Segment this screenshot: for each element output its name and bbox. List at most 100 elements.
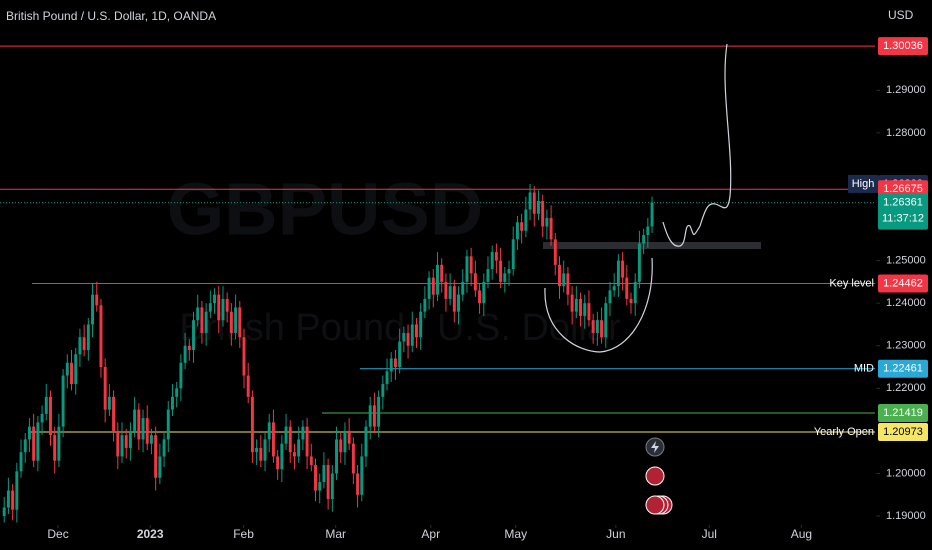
candle-body (595, 320, 599, 333)
candle-body (461, 281, 465, 295)
candle-body (116, 430, 120, 457)
candle-body (326, 464, 330, 500)
candle-body (225, 298, 229, 312)
level-label: 1.30036 (883, 40, 923, 52)
candle-body (65, 362, 69, 376)
level-label: 1.21419 (883, 407, 923, 419)
candle-body (137, 409, 141, 440)
candle-body (301, 426, 305, 440)
candle-body (511, 239, 515, 270)
candle-body (297, 439, 301, 457)
level-name: MID (854, 363, 874, 375)
candle-body (330, 473, 334, 500)
candle-body (179, 362, 183, 389)
chart-title: British Pound / U.S. Dollar, 1D, OANDA (6, 9, 216, 23)
y-tick-label: 1.25000 (886, 254, 926, 266)
candle-body (74, 354, 78, 385)
candle-body (2, 507, 6, 517)
candle-body (78, 337, 82, 355)
candle-body (465, 256, 469, 282)
countdown: 11:37:12 (882, 213, 924, 225)
candle-body (158, 456, 162, 478)
candle-body (15, 471, 19, 510)
x-tick-label: May (504, 527, 527, 541)
event-icon-glyph (651, 441, 659, 453)
candle-body (61, 375, 65, 427)
level-label-box (878, 423, 928, 442)
level-label-box (878, 193, 928, 230)
event-icons (645, 437, 673, 515)
candle-body (566, 273, 570, 295)
candle-body (166, 409, 170, 440)
drawn-arc (544, 257, 653, 353)
event-icon[interactable] (645, 466, 665, 486)
candle-body (112, 396, 116, 431)
candle-body (587, 303, 591, 321)
candle-body (196, 307, 200, 321)
event-icon[interactable] (645, 495, 665, 515)
y-tick-label: 1.23000 (886, 340, 926, 352)
watermark: GBPUSD (167, 168, 484, 251)
candle-body (360, 456, 364, 495)
candle-body (187, 345, 191, 350)
candle-body (255, 447, 259, 453)
candle-body (389, 358, 393, 372)
candle-body (36, 422, 40, 461)
candle-body (23, 439, 27, 453)
candle-body (591, 320, 595, 333)
candle-body (431, 277, 435, 295)
candle-body (234, 307, 238, 333)
candle-body (27, 426, 31, 440)
candles (2, 183, 654, 523)
x-tick-label: Dec (47, 527, 68, 541)
level-label: 1.20973 (883, 426, 923, 438)
candle-body (128, 430, 132, 448)
candle-body (393, 358, 397, 368)
candle-body (503, 273, 507, 282)
candle-body (419, 311, 423, 338)
candle-body (309, 456, 313, 465)
candle-body (103, 367, 107, 410)
candle-body (398, 341, 402, 368)
candle-body (70, 362, 73, 385)
level-label: 1.22461 (883, 363, 923, 375)
level-label: 1.24462 (883, 277, 923, 289)
candle-body (246, 375, 250, 397)
candle-body (377, 396, 381, 427)
candle-body (423, 298, 427, 312)
candle-body (600, 320, 604, 338)
currency: USD (888, 8, 914, 22)
candle-body (335, 439, 339, 474)
candle-body (515, 222, 519, 240)
candle-body (402, 332, 406, 342)
candle-body (368, 405, 372, 427)
candle-body (44, 396, 48, 414)
candle-body (82, 337, 86, 350)
candle-body (259, 447, 263, 461)
candle-body (549, 218, 553, 240)
y-tick-label: 1.28000 (886, 127, 926, 139)
candle-body (107, 396, 111, 410)
candle-body (486, 269, 490, 282)
candle-body (524, 209, 528, 231)
level-label-box (878, 404, 928, 423)
candle-body (175, 388, 179, 397)
zone (543, 242, 761, 249)
grid (57, 89, 880, 528)
x-tick-label: Jun (606, 527, 625, 541)
candle-body (364, 426, 368, 457)
candle-body (583, 303, 587, 316)
candle-body (553, 239, 557, 265)
candle-body (356, 473, 360, 495)
candle-body (427, 277, 431, 299)
axes: 1.19000 1.20000 1.22000 1.23000 1.24000 1.250… (47, 0, 928, 550)
candle-body (558, 264, 561, 287)
level-name: Key level (829, 277, 874, 289)
candle-body (621, 260, 625, 278)
y-tick-label: 1.24000 (886, 297, 926, 309)
candle-body (6, 490, 10, 508)
candle-body (448, 286, 452, 299)
x-tick-label: Aug (791, 527, 812, 541)
candle-body (124, 435, 128, 448)
candle-body (322, 464, 326, 482)
